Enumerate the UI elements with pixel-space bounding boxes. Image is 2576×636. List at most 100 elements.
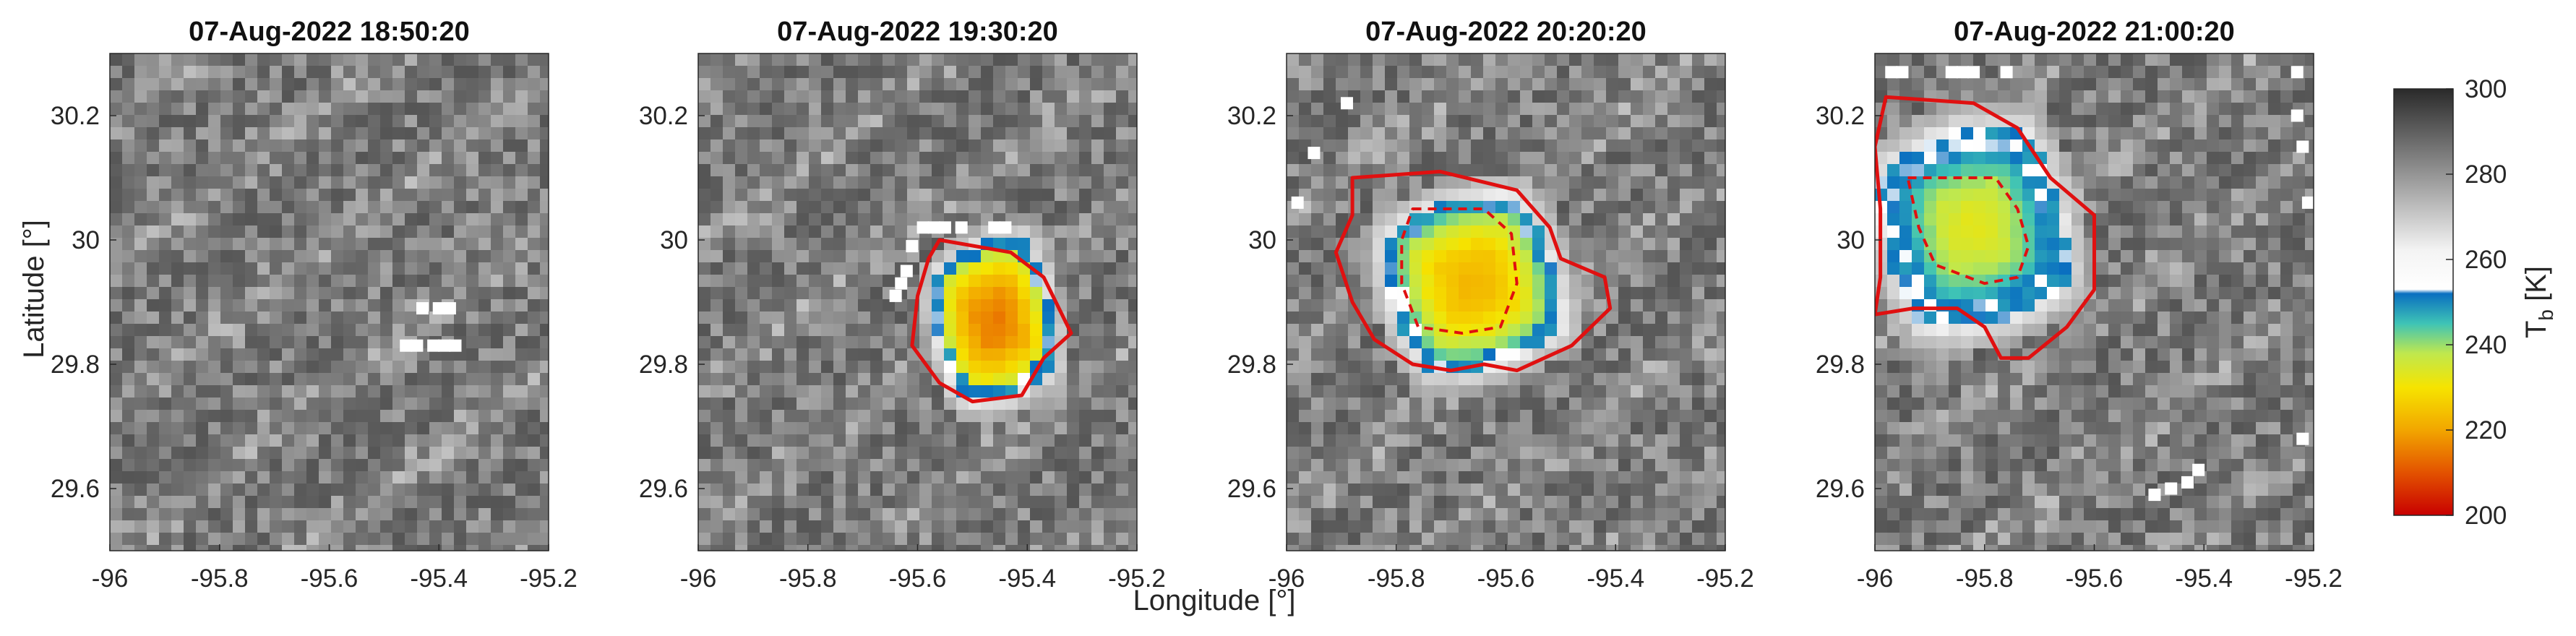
white-pixel xyxy=(1956,66,1969,79)
white-pixel xyxy=(1885,66,1898,79)
x-tick-label: -96 xyxy=(1268,564,1305,593)
white-pixel xyxy=(938,221,951,234)
white-pixel xyxy=(999,221,1012,234)
panel-title: 07-Aug-2022 20:20:20 xyxy=(1365,17,1647,47)
colorbar-ramp xyxy=(2393,88,2454,516)
white-pixel xyxy=(988,221,1001,234)
x-tick-label: -95.2 xyxy=(1108,564,1166,593)
white-pixel xyxy=(1308,147,1321,160)
contour-solid xyxy=(910,238,1073,404)
x-tick-label: -95.8 xyxy=(1956,564,2014,593)
contour-dashed xyxy=(1400,207,1519,335)
x-tick-label: -95.8 xyxy=(191,564,249,593)
white-pixel xyxy=(895,277,908,290)
y-tick-label: 29.8 xyxy=(1227,351,1276,379)
white-pixel xyxy=(927,221,940,234)
panel-4: 07-Aug-2022 21:00:20 -96 -95.8 -95.6 -95.4 -9… xyxy=(1816,17,2343,593)
white-pixel xyxy=(443,302,456,315)
white-pixel xyxy=(1967,66,1980,79)
white-pixel xyxy=(438,339,451,352)
x-axis-label: Longitude [°] xyxy=(1133,585,1295,616)
tb-cells xyxy=(698,53,1137,551)
colorbar-tick-label: 280 xyxy=(2465,160,2507,189)
y-tick-label: 30.2 xyxy=(1227,102,1276,130)
x-tick-label: -95.2 xyxy=(520,564,578,593)
white-pixel xyxy=(427,339,440,352)
x-tick-label: -96 xyxy=(92,564,129,593)
x-tick-label: -95.6 xyxy=(2066,564,2124,593)
white-pixel xyxy=(1896,66,1909,79)
y-tick-label: 30.2 xyxy=(639,102,688,130)
colorbar-tick-label: 300 xyxy=(2465,75,2507,103)
white-pixel xyxy=(2291,66,2304,79)
colorbar-label: Tb [K] xyxy=(2520,266,2557,338)
tb-cells xyxy=(110,53,549,551)
x-tick-label: -95.4 xyxy=(410,564,468,593)
colorbar-tick-label: 260 xyxy=(2465,246,2507,274)
white-pixel xyxy=(2192,463,2205,476)
white-pixel xyxy=(916,221,929,234)
y-tick-label: 29.6 xyxy=(1816,475,1865,503)
white-pixel xyxy=(2181,476,2194,489)
y-tick-label: 29.8 xyxy=(639,351,688,379)
y-tick-label: 30 xyxy=(1248,226,1276,254)
x-tick-label: -95.6 xyxy=(301,564,359,593)
y-tick-label: 30 xyxy=(1837,226,1865,254)
white-pixel xyxy=(2000,66,2013,79)
white-pixel xyxy=(2296,432,2309,445)
white-pixel xyxy=(416,302,429,315)
x-tick-label: -95.4 xyxy=(998,564,1056,593)
panel-1: 07-Aug-2022 18:50:20 -96 -95.8 -95.6 -95.4 -9… xyxy=(51,17,578,593)
y-tick-label: 30.2 xyxy=(51,102,100,130)
white-pixel xyxy=(2165,482,2178,495)
colorbar-tick-label: 220 xyxy=(2465,416,2507,444)
panel-title: 07-Aug-2022 21:00:20 xyxy=(1954,17,2235,47)
white-pixel xyxy=(432,302,445,315)
contour-solid xyxy=(1334,169,1613,373)
white-pixel xyxy=(2301,196,2314,209)
x-tick-label: -95.6 xyxy=(889,564,947,593)
y-tick-label: 29.6 xyxy=(639,475,688,503)
x-tick-label: -95.6 xyxy=(1477,564,1535,593)
y-tick-label: 30 xyxy=(660,226,688,254)
x-tick-label: -96 xyxy=(680,564,717,593)
white-pixel xyxy=(900,265,913,278)
white-pixel xyxy=(411,339,424,352)
white-pixel xyxy=(889,289,902,302)
tb-cells xyxy=(1287,53,1725,551)
panel-title: 07-Aug-2022 18:50:20 xyxy=(189,17,470,47)
x-tick-label: -95.8 xyxy=(1368,564,1425,593)
colorbar: 200 220 240 260 280 300 Tb [K] xyxy=(2393,75,2557,530)
colorbar-tick-label: 200 xyxy=(2465,502,2507,530)
white-pixel xyxy=(955,221,968,234)
y-tick-label: 29.8 xyxy=(51,351,100,379)
y-tick-label: 29.8 xyxy=(1816,351,1865,379)
x-tick-label: -95.2 xyxy=(1696,564,1754,593)
white-pixel xyxy=(2148,489,2161,502)
y-tick-label: 30.2 xyxy=(1816,102,1865,130)
y-axis-label: Latitude [°] xyxy=(18,220,50,358)
x-tick-label: -95.4 xyxy=(1587,564,1644,593)
contour-solid xyxy=(1875,95,2096,360)
white-pixel xyxy=(2291,109,2304,122)
x-tick-label: -96 xyxy=(1857,564,1894,593)
white-pixel xyxy=(1945,66,1958,79)
white-pixel xyxy=(2296,140,2309,153)
panel-2: 07-Aug-2022 19:30:20 -96 -95.8 -95.6 -95.4 -9… xyxy=(639,17,1166,593)
x-tick-label: -95.8 xyxy=(779,564,837,593)
white-pixel xyxy=(906,240,919,253)
tb-cells xyxy=(1875,53,2314,551)
y-tick-label: 30 xyxy=(72,226,100,254)
y-tick-label: 29.6 xyxy=(1227,475,1276,503)
panel-title: 07-Aug-2022 19:30:20 xyxy=(777,17,1058,47)
white-pixel xyxy=(400,339,413,352)
panel-3: 07-Aug-2022 20:20:20 -96 -95.8 -95.6 -95.4 -9… xyxy=(1227,17,1754,593)
white-pixel xyxy=(449,339,462,352)
white-pixel xyxy=(1291,196,1304,209)
x-tick-label: -95.4 xyxy=(2175,564,2233,593)
x-tick-label: -95.2 xyxy=(2285,564,2343,593)
contour-dashed xyxy=(1906,176,2030,285)
white-pixel xyxy=(1340,97,1353,110)
y-tick-label: 29.6 xyxy=(51,475,100,503)
